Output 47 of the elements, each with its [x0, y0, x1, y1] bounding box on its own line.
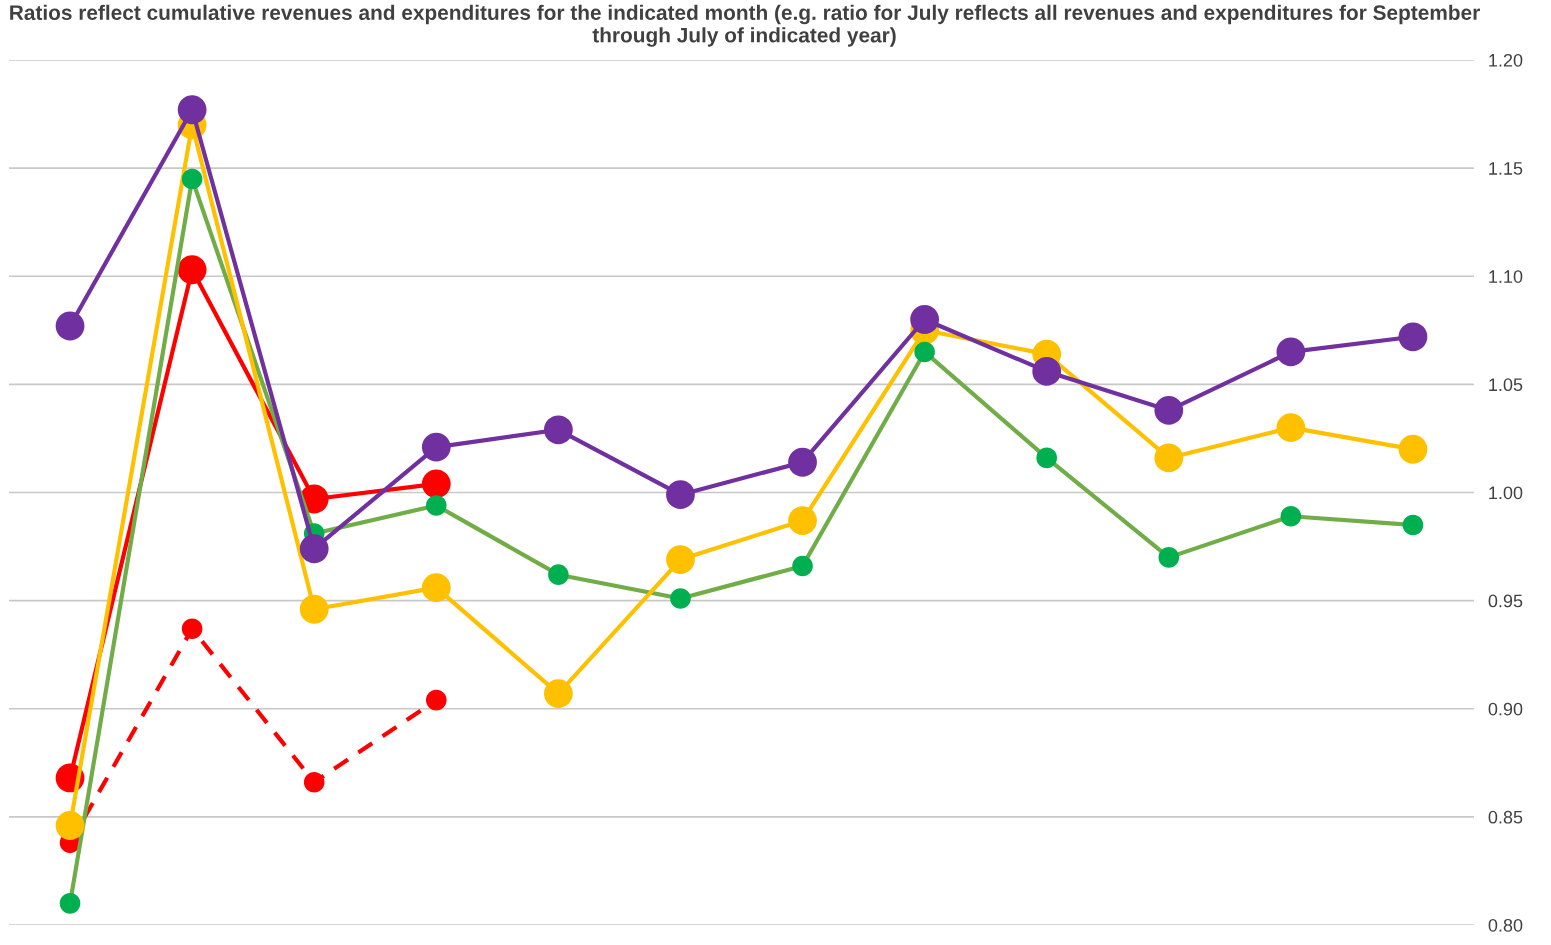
point — [303, 771, 325, 793]
point — [543, 415, 573, 445]
point — [666, 545, 695, 574]
point — [59, 893, 81, 914]
point — [666, 480, 695, 510]
point — [425, 689, 447, 711]
point — [1154, 443, 1184, 473]
y-tick-label: 1.00 — [1489, 486, 1523, 500]
point — [1154, 395, 1184, 425]
point — [177, 255, 207, 285]
point — [1036, 447, 1058, 469]
point — [670, 588, 691, 609]
point — [421, 469, 451, 499]
point — [299, 594, 329, 624]
point — [548, 564, 569, 585]
point — [1276, 413, 1306, 443]
point — [299, 534, 329, 564]
point — [1158, 547, 1180, 568]
point — [181, 618, 203, 640]
y-tick-label: 0.95 — [1488, 594, 1523, 608]
point — [1276, 337, 1306, 367]
point — [788, 447, 817, 477]
y-tick-label: 1.10 — [1489, 270, 1523, 283]
point — [1398, 322, 1428, 352]
y-tick-label: 0.80 — [1488, 918, 1523, 932]
y-tick-label: 0.85 — [1488, 810, 1523, 824]
point — [177, 95, 207, 125]
point — [792, 555, 813, 577]
point — [55, 311, 85, 341]
point — [1402, 514, 1424, 536]
point — [181, 168, 203, 190]
y-tick-label: 1.20 — [1489, 53, 1523, 67]
point — [421, 432, 451, 462]
point — [55, 811, 85, 840]
point — [421, 573, 451, 603]
y-tick-label: 1.15 — [1489, 162, 1523, 175]
y-tick-label: 1.05 — [1489, 378, 1523, 392]
point — [1032, 357, 1062, 386]
chart-title: Ratios reflect cumulative revenues and expenditures for the indicated month (e.g. ratio for July reflects all revenues and expenditures for September through July of indicated year) — [10, 4, 1480, 47]
point — [1280, 505, 1302, 527]
point — [1398, 434, 1428, 464]
y-tick-label: 0.90 — [1488, 702, 1523, 716]
point — [910, 305, 940, 334]
point — [914, 341, 935, 363]
point — [425, 495, 447, 516]
point — [543, 679, 573, 709]
point — [788, 506, 817, 536]
